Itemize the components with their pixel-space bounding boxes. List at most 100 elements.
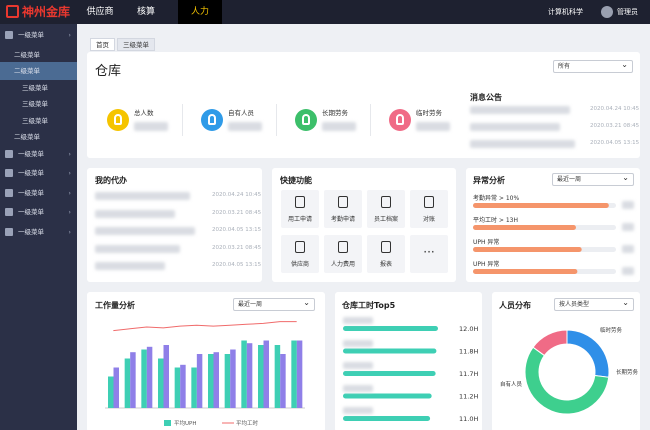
sidebar-item[interactable]: 三级菜单: [0, 112, 77, 130]
todo-text: [95, 262, 165, 270]
shortcut[interactable]: 人力费用: [324, 235, 362, 273]
todo-date: 2020.04.05 13:15: [212, 227, 262, 233]
sidebar-item[interactable]: 一级菜单 ›: [0, 203, 77, 221]
sidebar-item[interactable]: 一级菜单 ›: [0, 223, 77, 241]
warehouse-name: [343, 362, 373, 369]
sidebar-item[interactable]: 二级菜单: [0, 46, 77, 64]
top-nav: 神州金库 计算机科学 管理员 供应商 核算 人力: [0, 0, 650, 24]
anomaly-extra: [622, 267, 634, 275]
nav-item[interactable]: 核算: [136, 7, 155, 17]
shortcut[interactable]: 供应商: [281, 235, 319, 273]
nav-item[interactable]: 供应商: [86, 7, 114, 17]
tab[interactable]: 三级菜单: [117, 38, 155, 51]
shortcut[interactable]: 用工申请: [281, 190, 319, 228]
todo-date: 2020.03.21 08:45: [212, 209, 262, 216]
stat-icon: [201, 109, 223, 131]
shortcut-icon: [381, 241, 391, 253]
bar: [263, 340, 269, 408]
filter[interactable]: 最近一周: [233, 297, 315, 311]
value-label: 12.0H: [459, 325, 478, 333]
sidebar-item[interactable]: 一级菜单 ›: [0, 184, 77, 202]
bar: [208, 354, 214, 408]
filter[interactable]: 所有: [553, 59, 633, 73]
anomaly-extra: [622, 201, 634, 209]
divider: [276, 104, 277, 136]
bar: [224, 354, 231, 408]
sidebar-item[interactable]: 三级菜单: [0, 79, 77, 97]
progress-bar: [473, 203, 609, 208]
progress-bar: [473, 225, 576, 230]
sidebar-label: 一级菜单: [18, 208, 44, 216]
stat-label: 总人数: [134, 109, 154, 117]
shortcut[interactable]: 员工档案: [367, 190, 405, 228]
shortcut[interactable]: 报表: [367, 235, 405, 273]
sidebar-item[interactable]: 一级菜单 ›: [0, 26, 77, 44]
filter[interactable]: 最近一周: [552, 172, 634, 186]
card-title: 仓库工时Top5: [342, 301, 396, 310]
slice-label: 自有人员: [500, 380, 523, 388]
sidebar-label: 二级菜单: [14, 67, 40, 75]
sidebar-label: 一级菜单: [18, 31, 44, 39]
shortcut-label: 用工申请: [287, 216, 312, 223]
card-title: 异常分析: [473, 176, 505, 185]
stat-value: [228, 122, 262, 131]
shortcut[interactable]: ···: [410, 235, 448, 273]
shortcut-label: 人力费用: [330, 261, 355, 268]
bar: [280, 354, 286, 408]
stat-icon: [295, 109, 317, 131]
anomaly-extra: [622, 223, 634, 231]
tab[interactable]: 首页: [90, 38, 115, 51]
progress-bar: [473, 269, 578, 274]
sidebar-label: 一级菜单: [18, 188, 44, 197]
legend-swatch: [164, 420, 171, 426]
sidebar-item[interactable]: 二级菜单: [0, 128, 77, 146]
card-title: 工作量分析: [95, 301, 135, 310]
sidebar-label: 二级菜单: [14, 50, 40, 59]
divider: [182, 104, 183, 136]
notice-date: 2020.03.21 08:45: [590, 123, 640, 129]
sidebar-item[interactable]: 一级菜单 ›: [0, 145, 77, 163]
shortcut-icon: [424, 196, 434, 208]
bar: [258, 345, 264, 408]
sidebar: 一级菜单 › 二级菜单 二级菜单 三级菜单 三级菜单 三级菜单 二级菜单 一级菜单 › 一级菜单 › 一…: [0, 24, 77, 430]
avatar[interactable]: [601, 6, 613, 18]
bar: [343, 348, 437, 354]
shortcut-label: 考勤申请: [330, 216, 355, 223]
todo-text: [95, 244, 180, 253]
legend-label: 平均UPH: [174, 419, 196, 427]
bar: [108, 376, 114, 408]
logo-text: 神州金库: [22, 5, 71, 19]
notice-text: [470, 106, 570, 114]
shortcut-label: 对账: [422, 216, 435, 223]
anomaly-extra: [622, 245, 634, 253]
progress-bar: [473, 247, 582, 252]
bar: [163, 345, 169, 408]
todo-date: 2020.04.05 13:15: [212, 262, 262, 268]
shortcut-label: 员工档案: [373, 216, 398, 223]
stat-icon: [107, 109, 129, 131]
bar: [291, 340, 297, 408]
stat-value: [134, 122, 168, 131]
bar: [124, 358, 131, 408]
shortcut-label: 报表: [379, 261, 392, 268]
bar: [130, 352, 136, 408]
filter[interactable]: 按人员类型: [554, 297, 634, 311]
card-title: 仓库: [95, 64, 122, 79]
shortcut[interactable]: 考勤申请: [324, 190, 362, 228]
sidebar-item[interactable]: 一级菜单 ›: [0, 164, 77, 182]
anomaly-label: 平均工时 > 13H: [473, 217, 518, 224]
bar: [296, 340, 303, 408]
user[interactable]: 管理员: [617, 8, 638, 16]
org[interactable]: 计算机科学: [548, 8, 583, 16]
bar: [274, 345, 281, 408]
warehouse-name: [343, 384, 373, 392]
sidebar-item[interactable]: 二级菜单: [0, 62, 77, 80]
nav-item[interactable]: 人力: [178, 0, 222, 24]
value-label: 11.8H: [459, 348, 478, 356]
warehouse-name: [343, 339, 373, 347]
shortcut[interactable]: 对账: [410, 190, 448, 228]
bar: [174, 367, 181, 408]
bar: [196, 354, 203, 408]
sidebar-item[interactable]: 三级菜单: [0, 95, 77, 113]
logo[interactable]: 神州金库: [6, 5, 70, 19]
